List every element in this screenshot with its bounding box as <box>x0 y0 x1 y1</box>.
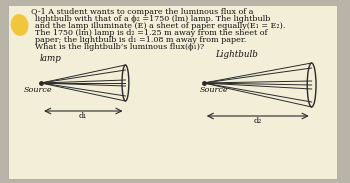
Text: lamp: lamp <box>39 54 61 63</box>
Text: d₂: d₂ <box>253 117 262 125</box>
Text: paper; the lightbulb is d₁ =1.08 m away from paper.: paper; the lightbulb is d₁ =1.08 m away … <box>35 36 247 44</box>
Text: The 1750 (lm) lamp is d₂ =1.25 m away from the sheet of: The 1750 (lm) lamp is d₂ =1.25 m away fr… <box>35 29 268 37</box>
Text: d₁: d₁ <box>79 112 88 120</box>
Text: Lightbulb: Lightbulb <box>216 50 258 59</box>
Text: Source: Source <box>23 86 52 94</box>
Text: Source: Source <box>200 86 229 94</box>
FancyBboxPatch shape <box>8 5 337 179</box>
Ellipse shape <box>11 14 28 36</box>
Text: and the lamp illuminate (E) a sheet of paper equally(E₁ = E₂).: and the lamp illuminate (E) a sheet of p… <box>35 22 286 30</box>
Text: What is the lightbulb’s luminous flux(ϕ₁)?: What is the lightbulb’s luminous flux(ϕ₁… <box>35 43 204 51</box>
Text: lightbulb with that of a ϕ₂ =1750 (lm) lamp. The lightbulb: lightbulb with that of a ϕ₂ =1750 (lm) l… <box>35 15 271 23</box>
Text: Q-1 A student wants to compare the luminous flux of a: Q-1 A student wants to compare the lumin… <box>32 8 254 16</box>
